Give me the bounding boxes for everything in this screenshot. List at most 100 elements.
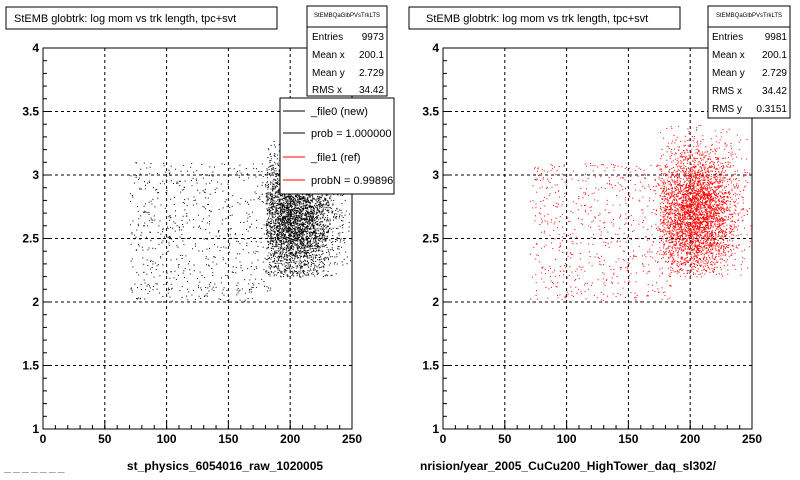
scatter-point <box>262 182 264 184</box>
scatter-point <box>286 231 288 233</box>
scatter-point <box>274 246 276 248</box>
scatter-point <box>283 202 285 204</box>
scatter-point <box>304 249 306 251</box>
scatter-point <box>696 270 698 272</box>
scatter-point <box>286 230 288 231</box>
scatter-point <box>324 237 326 239</box>
scatter-point <box>206 222 208 224</box>
scatter-point <box>201 289 203 291</box>
scatter-point <box>317 206 318 208</box>
scatter-point <box>318 198 320 199</box>
scatter-point <box>294 221 296 223</box>
scatter-point <box>693 136 695 137</box>
scatter-point <box>269 165 271 167</box>
scatter-point <box>169 235 171 237</box>
scatter-point <box>274 153 276 155</box>
scatter-point <box>663 251 664 253</box>
scatter-point <box>299 217 301 219</box>
scatter-point <box>250 241 252 242</box>
scatter-point <box>314 226 316 228</box>
scatter-point <box>170 165 172 167</box>
scatter-point <box>248 252 250 254</box>
scatter-point <box>143 271 145 273</box>
scatter-point <box>305 206 307 208</box>
left-stats-value: 2.729 <box>359 68 384 79</box>
scatter-point <box>158 192 159 194</box>
scatter-point <box>704 247 706 249</box>
scatter-point <box>315 244 317 246</box>
scatter-point <box>684 159 686 161</box>
scatter-point <box>697 247 699 249</box>
scatter-point <box>709 162 711 164</box>
scatter-point <box>235 272 237 274</box>
scatter-point <box>285 256 287 258</box>
scatter-point <box>687 160 689 162</box>
scatter-point <box>160 301 162 303</box>
scatter-point <box>282 249 284 251</box>
scatter-point <box>312 224 314 225</box>
scatter-point <box>297 209 299 211</box>
scatter-point <box>299 196 300 198</box>
scatter-point <box>289 217 291 218</box>
scatter-point <box>276 221 278 223</box>
scatter-point <box>293 213 295 214</box>
scatter-point <box>718 199 720 201</box>
scatter-point <box>670 154 672 156</box>
scatter-point <box>333 200 335 201</box>
scatter-point <box>298 211 300 213</box>
scatter-point <box>139 187 141 189</box>
scatter-point <box>281 215 282 217</box>
scatter-point <box>313 198 315 200</box>
scatter-point <box>269 275 271 277</box>
scatter-point <box>237 202 239 204</box>
scatter-point <box>272 202 274 204</box>
scatter-point <box>247 201 249 203</box>
scatter-point <box>298 214 300 216</box>
scatter-point <box>320 202 322 204</box>
scatter-point <box>275 237 277 239</box>
scatter-point <box>302 270 304 272</box>
scatter-point <box>143 263 145 265</box>
scatter-point <box>286 259 288 261</box>
scatter-point <box>177 246 179 248</box>
scatter-point <box>271 234 273 236</box>
scatter-point <box>279 200 281 202</box>
scatter-point <box>183 270 185 272</box>
scatter-point <box>288 208 290 210</box>
scatter-point <box>668 236 670 238</box>
scatter-point <box>133 182 135 184</box>
scatter-point <box>283 226 285 228</box>
scatter-point <box>300 210 302 212</box>
scatter-point <box>217 246 219 248</box>
scatter-point <box>263 233 265 235</box>
scatter-point <box>300 206 302 208</box>
scatter-point <box>302 256 304 258</box>
scatter-point <box>688 226 690 228</box>
scatter-point <box>307 238 309 240</box>
scatter-point <box>324 275 326 277</box>
scatter-point <box>290 249 292 251</box>
scatter-point <box>312 254 313 256</box>
scatter-point <box>199 225 200 227</box>
scatter-point <box>139 298 141 300</box>
scatter-point <box>290 225 292 227</box>
scatter-point <box>278 218 280 220</box>
scatter-point <box>293 216 295 218</box>
right-title: StEMB globtrk: log mom vs trk length, tp… <box>426 13 648 25</box>
scatter-point <box>330 208 332 209</box>
scatter-point <box>320 258 322 260</box>
scatter-point <box>698 169 700 171</box>
scatter-point <box>236 294 238 296</box>
scatter-point <box>168 287 170 289</box>
scatter-point <box>280 239 282 241</box>
scatter-point <box>308 222 310 224</box>
scatter-point <box>249 216 251 218</box>
scatter-point <box>274 231 276 233</box>
scatter-point <box>296 194 298 196</box>
scatter-point <box>246 174 248 176</box>
scatter-point <box>288 230 289 232</box>
scatter-point <box>321 206 323 208</box>
scatter-point <box>306 207 308 209</box>
scatter-point <box>293 240 295 242</box>
scatter-point <box>135 249 137 251</box>
